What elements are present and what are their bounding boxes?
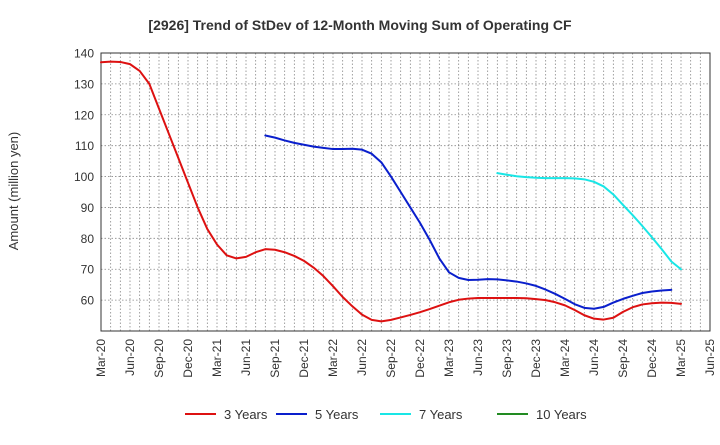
y-tick-label: 90 [81, 201, 95, 215]
series-line-7-years [496, 172, 682, 271]
axis-layer: 60 70 80 90 100 110 120 130 140 Mar-20 Jun-20 Sep-2… [74, 47, 717, 378]
x-tick-label: Jun-23 [471, 339, 485, 376]
y-tick-label: 130 [74, 77, 94, 91]
legend-label-7-years: 7 Years [419, 407, 463, 422]
legend-label-3-years: 3 Years [224, 407, 268, 422]
y-tick-label: 120 [74, 108, 94, 122]
x-tick-label: Mar-25 [674, 339, 688, 377]
y-tick-label: 140 [74, 47, 94, 61]
x-tick-label: Dec-20 [181, 339, 195, 378]
x-tick-label: Jun-21 [239, 339, 253, 376]
y-tick-label: 110 [75, 139, 94, 153]
x-tick-label: Jun-24 [587, 339, 601, 376]
y-tick-label: 60 [81, 294, 95, 308]
x-tick-label: Dec-21 [297, 339, 311, 378]
y-tick-label: 100 [74, 170, 94, 184]
plot-frame [100, 52, 711, 332]
legend-label-5-years: 5 Years [315, 407, 359, 422]
series-layer [100, 60, 682, 323]
y-tick-label: 80 [81, 232, 95, 246]
x-tick-label: Mar-22 [326, 339, 340, 377]
x-tick-label: Jun-20 [123, 339, 137, 376]
x-tick-label: Mar-24 [558, 339, 572, 377]
x-tick-label: Jun-25 [703, 339, 717, 376]
y-tick-label: 70 [81, 263, 95, 277]
x-tick-label: Mar-21 [210, 339, 224, 377]
x-tick-label: Sep-21 [268, 339, 282, 378]
x-tick-label: Dec-23 [529, 339, 543, 378]
x-tick-label: Sep-20 [152, 339, 166, 378]
chart-legend: 3 Years 5 Years 7 Years 10 Years [185, 407, 587, 422]
x-tick-label: Jun-22 [355, 339, 369, 376]
x-tick-label: Mar-23 [442, 339, 456, 377]
x-tick-label: Sep-24 [616, 339, 630, 378]
x-tick-label: Dec-24 [645, 339, 659, 378]
series-line-5-years [264, 134, 673, 310]
grid-layer [101, 52, 710, 331]
x-tick-label: Sep-22 [384, 339, 398, 378]
y-axis-label: Amount (million yen) [6, 132, 21, 251]
x-tick-label: Mar-20 [94, 339, 108, 377]
legend-label-10-years: 10 Years [536, 407, 587, 422]
x-tick-label: Sep-23 [500, 339, 514, 378]
series-line-3-years [100, 60, 682, 323]
x-tick-label: Dec-22 [413, 339, 427, 378]
chart-title: [2926] Trend of StDev of 12-Month Moving… [148, 17, 572, 33]
